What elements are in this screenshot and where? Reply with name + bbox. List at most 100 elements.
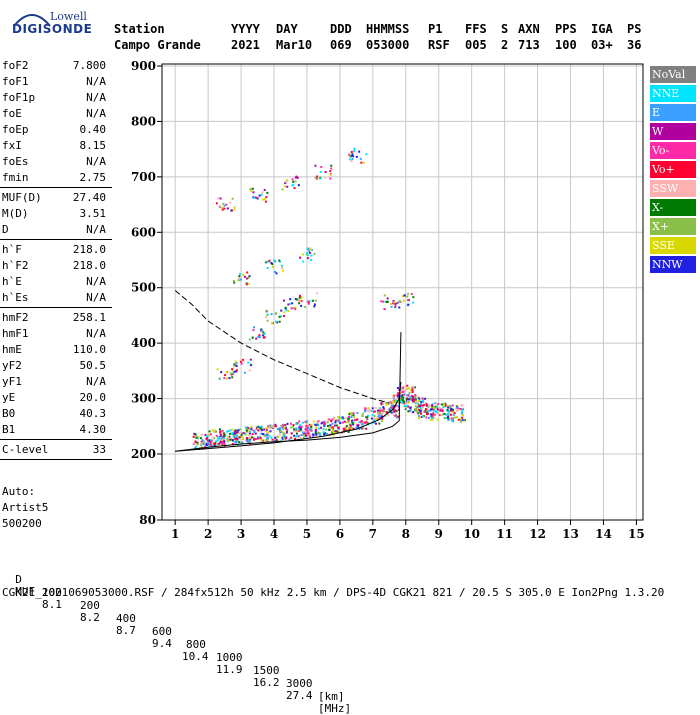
echo-point	[347, 418, 350, 421]
echo-point	[234, 436, 237, 439]
polarization-legend: NoVal NNE E W Vo- Vo+ SSW X- X+ SSE NNW	[650, 66, 696, 275]
echo-point	[329, 173, 332, 176]
echo-point	[441, 410, 444, 413]
echo-point	[402, 396, 405, 399]
echo-point	[397, 396, 400, 399]
echo-point	[405, 405, 408, 408]
echo-point	[253, 429, 256, 432]
echo-point	[315, 434, 318, 437]
echo-point	[431, 403, 434, 406]
echo-point	[409, 406, 412, 409]
muf-value: 16.2	[253, 676, 280, 689]
echo-point	[207, 445, 210, 448]
echo-point	[203, 447, 206, 450]
echo-point	[233, 370, 236, 373]
echo-point	[426, 410, 429, 413]
echo-point	[390, 305, 393, 308]
echo-point	[418, 405, 421, 408]
echo-point	[300, 427, 303, 430]
echo-point	[260, 432, 263, 435]
echo-point	[461, 414, 464, 417]
echo-point	[431, 417, 434, 420]
echo-point	[258, 438, 261, 441]
echo-point	[412, 301, 415, 304]
echo-point	[319, 434, 322, 437]
echo-point	[432, 408, 435, 411]
echo-point	[223, 434, 226, 437]
echo-point	[395, 401, 398, 404]
echo-point	[451, 411, 454, 414]
echo-point	[402, 299, 405, 302]
echo-point	[296, 422, 299, 425]
echo-point	[206, 437, 209, 440]
param-label: D	[2, 223, 9, 236]
echo-point	[204, 446, 207, 449]
hdr-s: S	[501, 22, 509, 36]
echo-point	[294, 427, 297, 430]
echo-point	[265, 427, 268, 430]
echo-point	[248, 437, 251, 440]
echo-point	[432, 413, 435, 416]
param-value: 40.3	[79, 407, 107, 420]
echo-point	[361, 414, 364, 417]
echo-point	[286, 185, 289, 188]
echo-point	[453, 412, 456, 415]
echo-point	[353, 416, 356, 419]
echo-point	[418, 404, 421, 407]
echo-point	[393, 399, 396, 402]
echo-point	[451, 418, 454, 421]
x-tick-label: 10	[463, 527, 480, 541]
echo-point	[283, 311, 286, 314]
echo-point	[202, 442, 205, 445]
echo-point	[355, 427, 358, 430]
divider	[0, 307, 112, 308]
echo-point	[326, 420, 329, 423]
param-label: foF2	[2, 59, 29, 72]
echo-point	[232, 434, 235, 437]
echo-point	[395, 410, 398, 413]
echo-point	[276, 427, 279, 430]
echo-point	[436, 408, 439, 411]
echo-point	[313, 305, 316, 308]
echo-point	[357, 425, 360, 428]
echo-point	[396, 301, 399, 304]
echo-point	[283, 435, 286, 438]
echo-point	[299, 256, 302, 259]
echo-point	[238, 277, 241, 280]
echo-point	[257, 436, 260, 439]
echo-point	[237, 429, 240, 432]
echo-point	[253, 326, 256, 329]
echo-point	[324, 432, 327, 435]
echo-point	[343, 428, 346, 431]
echo-point	[264, 200, 267, 203]
echo-point	[217, 442, 220, 445]
echo-point	[300, 300, 303, 303]
param-label: foE	[2, 107, 22, 120]
echo-point	[335, 419, 338, 422]
echo-point	[411, 397, 414, 400]
echo-point	[232, 365, 235, 368]
echo-point	[221, 444, 224, 447]
echo-point	[304, 428, 307, 431]
echo-point	[240, 441, 243, 444]
x-tick-label: 5	[303, 527, 311, 541]
echo-point	[342, 430, 345, 433]
echo-point	[304, 432, 307, 435]
echo-point	[294, 429, 297, 432]
echo-point	[329, 170, 332, 173]
echo-point	[461, 416, 464, 419]
echo-point	[257, 436, 260, 439]
echo-point	[286, 428, 289, 431]
echo-point	[360, 420, 363, 423]
echo-point	[392, 396, 395, 399]
echo-point	[423, 410, 426, 413]
echo-point	[332, 434, 335, 437]
legend-entry: SSW	[650, 180, 696, 197]
echo-point	[338, 417, 341, 420]
echo-point	[257, 427, 260, 430]
echo-point	[414, 395, 417, 398]
echo-point	[284, 435, 287, 438]
echo-point	[422, 415, 425, 418]
echo-point	[274, 436, 277, 439]
param-value: 4.30	[79, 423, 107, 436]
